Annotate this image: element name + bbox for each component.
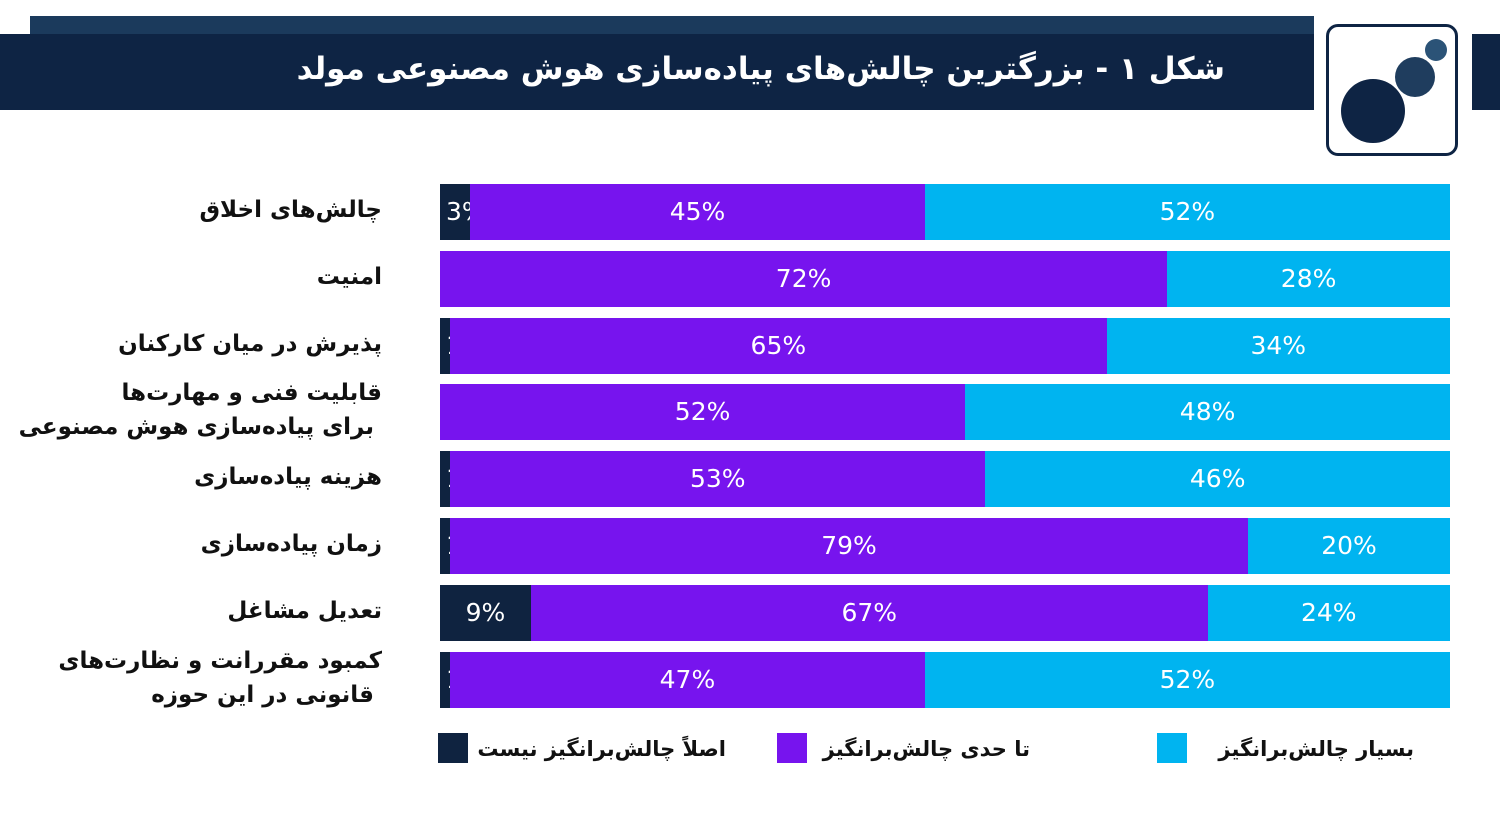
category-label: زمان پیاده‌سازی — [2, 527, 382, 561]
bar-segment — [450, 518, 1248, 574]
data-label: 79% — [821, 531, 877, 560]
bar-segment — [924, 651, 1450, 708]
legend-label: اصلاً چالش‌برانگیز نیست — [477, 737, 726, 761]
data-label: 48% — [1179, 397, 1236, 427]
category-label-line: قانونی در این حوزه — [151, 681, 374, 708]
data-label: 46% — [1189, 464, 1246, 494]
data-label: 20% — [1321, 531, 1377, 560]
data-label: 72% — [775, 263, 832, 293]
category-label: امنیت — [2, 260, 382, 294]
logo-small-circle — [1425, 39, 1447, 61]
category-label: تعدیل مشاغل — [2, 594, 382, 628]
bar-segment — [450, 451, 986, 508]
logo-large-circle — [1341, 79, 1405, 143]
bar-segment — [965, 384, 1450, 441]
category-label-line: تعدیل مشاغل — [227, 597, 382, 624]
logo-frame — [1326, 24, 1458, 156]
bar-segment — [1167, 250, 1450, 307]
bar-segment — [440, 451, 451, 508]
data-label: 65% — [750, 330, 807, 360]
data-label: 24% — [1301, 597, 1357, 627]
bar-segment — [440, 184, 471, 240]
logo-medium-circle — [1395, 57, 1435, 97]
bar-segment — [440, 384, 966, 441]
header-accent-strip — [30, 16, 1330, 34]
legend-label: بسیار چالش‌برانگیز — [1218, 737, 1414, 761]
bar-segment — [450, 651, 925, 708]
bar-segment — [924, 184, 1450, 240]
bar-segment — [530, 584, 1208, 641]
category-label-line: پذیرش در میان کارکنان — [118, 330, 382, 357]
data-label: 53% — [689, 464, 746, 494]
data-label: 52% — [1159, 197, 1216, 226]
data-label: 34% — [1250, 330, 1307, 360]
logo — [1314, 12, 1472, 168]
data-label: 67% — [841, 597, 898, 627]
bar-segment — [470, 184, 925, 240]
data-label: 45% — [669, 197, 726, 226]
category-label: پذیرش در میان کارکنان — [2, 327, 382, 361]
legend-swatch — [438, 733, 468, 763]
bar-segment — [440, 250, 1168, 307]
category-label: قابلیت فنی و مهارت‌ها برای پیاده‌سازی هوش… — [2, 376, 382, 444]
bar-segment — [985, 451, 1450, 508]
category-label-line: هزینه پیاده‌سازی — [194, 464, 382, 491]
data-label: 47% — [659, 664, 716, 694]
legend-label: تا حدی چالش‌برانگیز — [822, 737, 1030, 761]
category-label-line: برای پیاده‌سازی هوش مصنوعی — [18, 414, 374, 441]
category-label: هزینه پیاده‌سازی — [2, 460, 382, 494]
bar-segment — [1106, 317, 1450, 374]
category-label-line: امنیت — [316, 263, 382, 290]
bar-segment — [440, 584, 531, 641]
data-label: 52% — [1159, 664, 1216, 694]
data-label: 9% — [465, 597, 506, 627]
category-label-line: چالش‌های اخلاق — [199, 197, 382, 223]
page-title: شکل ۱ - بزرگترین چالش‌های پیاده‌سازی هوش… — [296, 51, 1225, 87]
data-label: 28% — [1280, 263, 1337, 293]
category-label-line: زمان پیاده‌سازی — [200, 531, 382, 557]
bar-segment — [450, 317, 1107, 374]
bar-segment — [440, 518, 451, 574]
bar-segment — [440, 317, 451, 374]
category-label-line: قابلیت فنی و مهارت‌ها — [121, 380, 383, 407]
bar-segment — [1248, 518, 1450, 574]
legend-swatch — [1157, 733, 1187, 763]
title-bar — [0, 34, 1500, 110]
category-label: چالش‌های اخلاق — [2, 193, 382, 227]
data-label: 52% — [674, 397, 731, 427]
category-label: کمبود مقررانت و نظارت‌های قانونی در این ح… — [2, 644, 382, 712]
category-label-line: کمبود مقررانت و نظارت‌های — [58, 647, 382, 674]
bar-segment — [440, 651, 451, 708]
legend-swatch — [777, 733, 807, 763]
bar-segment — [1207, 584, 1450, 641]
